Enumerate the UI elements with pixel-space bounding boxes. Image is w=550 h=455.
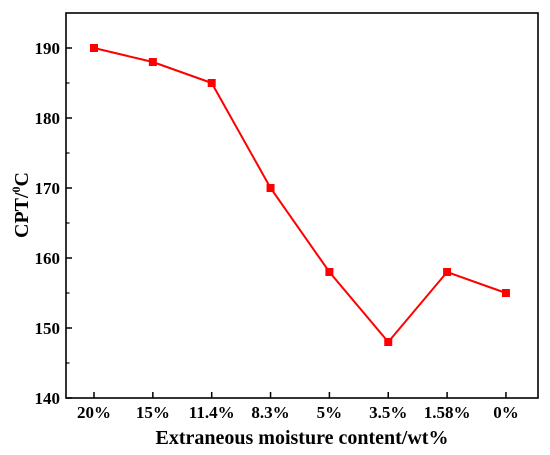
data-point bbox=[207, 79, 216, 87]
y-tick-label: 150 bbox=[35, 319, 61, 338]
x-tick-label: 5% bbox=[317, 403, 343, 422]
data-point bbox=[325, 268, 334, 276]
series-group bbox=[90, 44, 510, 346]
x-axis-title: Extraneous moisture content/wt% bbox=[156, 427, 449, 449]
y-tick-label: 190 bbox=[35, 39, 61, 58]
x-tick-label: 15% bbox=[136, 403, 170, 422]
plot-frame bbox=[65, 12, 539, 399]
series-line bbox=[93, 47, 507, 344]
data-point bbox=[266, 184, 275, 192]
x-axis: 20% 15% 11.4% 8.3% 5% 3.5% 1.58% 0% bbox=[77, 392, 519, 422]
y-axis: 140 150 160 170 180 190 bbox=[35, 39, 72, 408]
x-tick-label: 11.4% bbox=[189, 403, 235, 422]
y-tick-label: 180 bbox=[35, 109, 61, 128]
data-point bbox=[148, 58, 157, 66]
data-point bbox=[90, 44, 98, 52]
y-tick-label: 160 bbox=[35, 249, 61, 268]
x-tick-label: 1.58% bbox=[424, 403, 471, 422]
data-point bbox=[384, 338, 393, 346]
x-tick-label: 8.3% bbox=[251, 403, 289, 422]
y-tick-label: 140 bbox=[35, 389, 61, 408]
x-tick-label: 20% bbox=[77, 403, 111, 422]
y-tick-label: 170 bbox=[35, 179, 61, 198]
data-point bbox=[501, 289, 510, 297]
x-tick-label: 3.5% bbox=[369, 403, 407, 422]
data-point bbox=[443, 268, 452, 276]
x-tick-label: 0% bbox=[493, 403, 519, 422]
y-axis-title: CPT/0C bbox=[9, 172, 33, 238]
